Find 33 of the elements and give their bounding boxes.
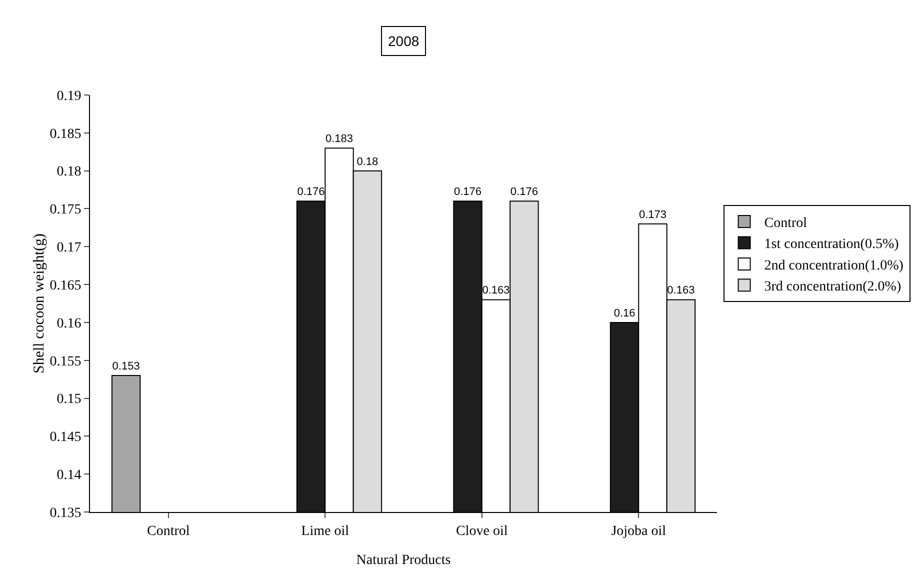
y-axis-title: Shell cocoon weight(g): [32, 234, 48, 374]
data-label: 0.176: [297, 186, 325, 198]
y-tick-label: 0.18: [56, 164, 82, 180]
data-label: 0.16: [614, 307, 636, 320]
x-axis-title: Natural Products: [356, 553, 451, 568]
y-tick-label: 0.17: [56, 240, 82, 256]
y-tick-label: 0.135: [50, 506, 82, 521]
data-label: 0.176: [454, 186, 482, 198]
x-tick-label: Lime oil: [301, 524, 350, 539]
legend-label: Control: [764, 216, 808, 232]
data-label: 0.163: [482, 284, 510, 297]
y-tick-label: 0.15: [56, 392, 82, 408]
y-tick-label: 0.165: [50, 278, 82, 294]
y-tick-label: 0.175: [50, 202, 82, 218]
data-label: 0.173: [638, 208, 666, 221]
chart-title: 2008: [388, 33, 420, 49]
x-tick-label: Control: [146, 524, 190, 539]
y-tick-label: 0.155: [50, 354, 82, 370]
legend-label: 2nd concentration(1.0%): [764, 258, 904, 274]
legend-label: 3rd concentration(2.0%): [764, 280, 902, 295]
x-tick-label: Jojoba oil: [611, 524, 666, 539]
data-label: 0.163: [667, 284, 695, 297]
y-tick-label: 0.14: [56, 468, 82, 483]
y-tick-label: 0.16: [56, 316, 82, 332]
x-tick-label: Clove oil: [456, 524, 508, 539]
data-label: 0.183: [325, 133, 353, 146]
y-tick-label: 0.19: [56, 88, 82, 104]
y-tick-label: 0.145: [50, 430, 82, 446]
data-label: 0.153: [112, 360, 140, 373]
y-tick-label: 0.185: [50, 126, 82, 142]
data-label: 0.18: [356, 156, 378, 168]
data-label: 0.176: [510, 186, 538, 198]
legend-label: 1st concentration(0.5%): [764, 237, 900, 252]
